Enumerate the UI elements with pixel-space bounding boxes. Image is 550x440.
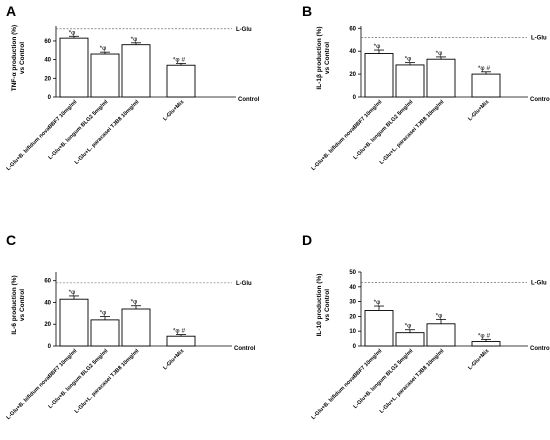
panel-letter: B [302,3,312,19]
bar [426,58,456,98]
y-tick-label: 0 [48,95,52,101]
significance-annotation: *φ [374,299,381,306]
panel-b: B IL-1β production (%)vs Control 0 20 40 60 Co… [302,3,550,172]
bar [121,44,151,98]
y-tick-label: 30 [349,300,356,306]
control-label: Control [238,97,260,103]
bar [364,310,394,347]
y-axis-label: TNF-α production (%)vs Control [11,25,26,91]
significance-annotation: *φ # [173,56,186,63]
significance-annotation: *φ # [478,332,491,339]
bar [364,53,394,98]
y-tick-label: 0 [353,95,357,101]
y-tick-label: 20 [349,72,356,78]
significance-annotation: *φ [69,289,76,296]
y-tick-label: 40 [44,58,51,64]
control-label: Control [234,346,256,352]
bar [90,319,120,347]
category-label: L-Glu+Mix [162,99,186,123]
significance-annotation: *φ [100,310,107,317]
y-tick-label: 40 [44,300,51,306]
control-label: Control [530,346,550,352]
category-label: L-Glu+B. longum BLG2 5mg/ml [48,99,110,161]
significance-annotation: *φ [436,312,443,319]
bar [471,341,501,347]
significance-annotation: *φ [131,299,138,306]
significance-annotation: *φ [374,43,381,50]
l-glu-label: L-Glu [531,280,547,286]
y-tick-label: 0 [353,344,357,350]
y-axis-label-line: vs Control [324,289,331,321]
y-tick-label: 50 [349,270,356,276]
l-glu-label: L-Glu [531,35,547,41]
y-axis-label: IL-6 production (%)vs Control [11,275,26,334]
category-label: L-Glu+Mix [467,99,491,123]
significance-annotation: *φ [69,29,76,36]
panel-a: A TNF-α production (%)vs Control 0 20 40 60 Co… [6,3,260,172]
bar [166,335,196,347]
category-label: L-Glu+B. longum BLG2 5mg/ml [48,348,110,410]
category-label: L-Glu+L. paracasei TJB8 10mg/ml [379,348,446,415]
bar [59,298,89,347]
bar [121,308,151,347]
y-axis-label-line: TNF-α production (%) [11,25,18,91]
panel-letter: D [302,232,312,248]
y-tick-label: 20 [44,76,51,82]
y-axis-label-line: IL-6 production (%) [11,275,18,334]
l-glu-label: L-Glu [236,281,252,287]
y-axis-label-line: vs Control [324,42,331,74]
category-label: L-Glu+Mix [467,348,491,372]
bar [471,73,501,98]
y-axis-label: IL-1β production (%)vs Control [316,26,331,89]
control-label: Control [530,97,550,103]
bar [59,37,89,98]
y-tick-label: 60 [44,39,51,45]
category-label: L-Glu+L. paracasei TJB8 10mg/ml [379,99,446,166]
y-axis-label-line: vs Control [19,42,26,74]
bar [395,64,425,98]
y-tick-label: 60 [349,26,356,32]
bar [166,64,196,98]
panel-d: D IL-10 production (%)vs Control 0 10 20 30 40… [302,232,550,421]
significance-annotation: *φ # [173,328,186,335]
panel-letter: C [6,232,16,248]
significance-annotation: *φ [436,50,443,57]
panel-letter: A [6,3,16,19]
bar [395,332,425,347]
significance-annotation: *φ [405,323,412,330]
category-label: L-Glu+B. longum BLG2 5mg/ml [353,99,415,161]
y-tick-label: 10 [349,329,356,335]
l-glu-label: L-Glu [236,27,252,33]
category-label: L-Glu+Mix [162,348,186,372]
significance-annotation: *φ [131,36,138,43]
significance-annotation: *φ [405,56,412,63]
y-axis-label: IL-10 production (%)vs Control [316,274,331,337]
category-label: L-Glu+L. paracasei TJB8 10mg/ml [74,348,141,415]
y-tick-label: 20 [44,322,51,328]
y-tick-label: 40 [349,49,356,55]
y-tick-label: 60 [44,279,51,285]
y-tick-label: 20 [349,314,356,320]
category-label: L-Glu+B. longum BLG2 5mg/ml [353,348,415,410]
category-label: L-Glu+L. paracasei TJB8 10mg/ml [74,99,141,166]
y-axis-label-line: vs Control [19,289,26,321]
y-axis-label-line: IL-1β production (%) [316,26,323,89]
bar [426,323,456,347]
y-tick-label: 0 [48,344,52,350]
significance-annotation: *φ # [478,65,491,72]
significance-annotation: *φ [100,45,107,52]
panel-c: C IL-6 production (%)vs Control 0 20 40 60 Con… [6,232,256,421]
bar [90,53,120,98]
y-tick-label: 40 [349,285,356,291]
y-axis-label-line: IL-10 production (%) [316,274,323,337]
